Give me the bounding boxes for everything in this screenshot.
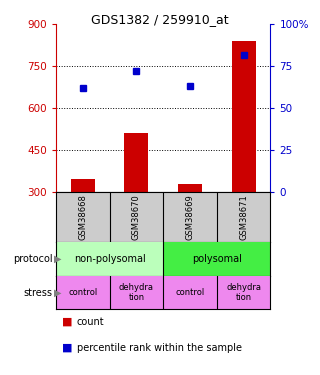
Text: ▶: ▶ — [54, 288, 62, 298]
Bar — [178, 184, 202, 192]
Bar — [56, 242, 163, 276]
Text: GSM38670: GSM38670 — [132, 194, 141, 240]
Bar — [71, 180, 95, 192]
Bar — [163, 242, 270, 276]
Text: control: control — [175, 288, 204, 297]
Text: stress: stress — [24, 288, 53, 298]
Text: count: count — [77, 317, 104, 327]
Text: GSM38668: GSM38668 — [78, 194, 87, 240]
Text: polysomal: polysomal — [192, 254, 242, 264]
Bar — [232, 41, 256, 192]
Text: GSM38671: GSM38671 — [239, 194, 248, 240]
Text: GDS1382 / 259910_at: GDS1382 / 259910_at — [91, 13, 229, 26]
Text: percentile rank within the sample: percentile rank within the sample — [77, 343, 242, 353]
Text: ▶: ▶ — [54, 254, 62, 264]
Text: GSM38669: GSM38669 — [186, 194, 195, 240]
Text: control: control — [68, 288, 97, 297]
Text: dehydra
tion: dehydra tion — [119, 283, 154, 302]
Bar — [124, 134, 148, 192]
Text: ■: ■ — [62, 343, 73, 353]
Text: dehydra
tion: dehydra tion — [226, 283, 261, 302]
Text: ■: ■ — [62, 317, 73, 327]
Text: non-polysomal: non-polysomal — [74, 254, 146, 264]
Text: protocol: protocol — [13, 254, 53, 264]
